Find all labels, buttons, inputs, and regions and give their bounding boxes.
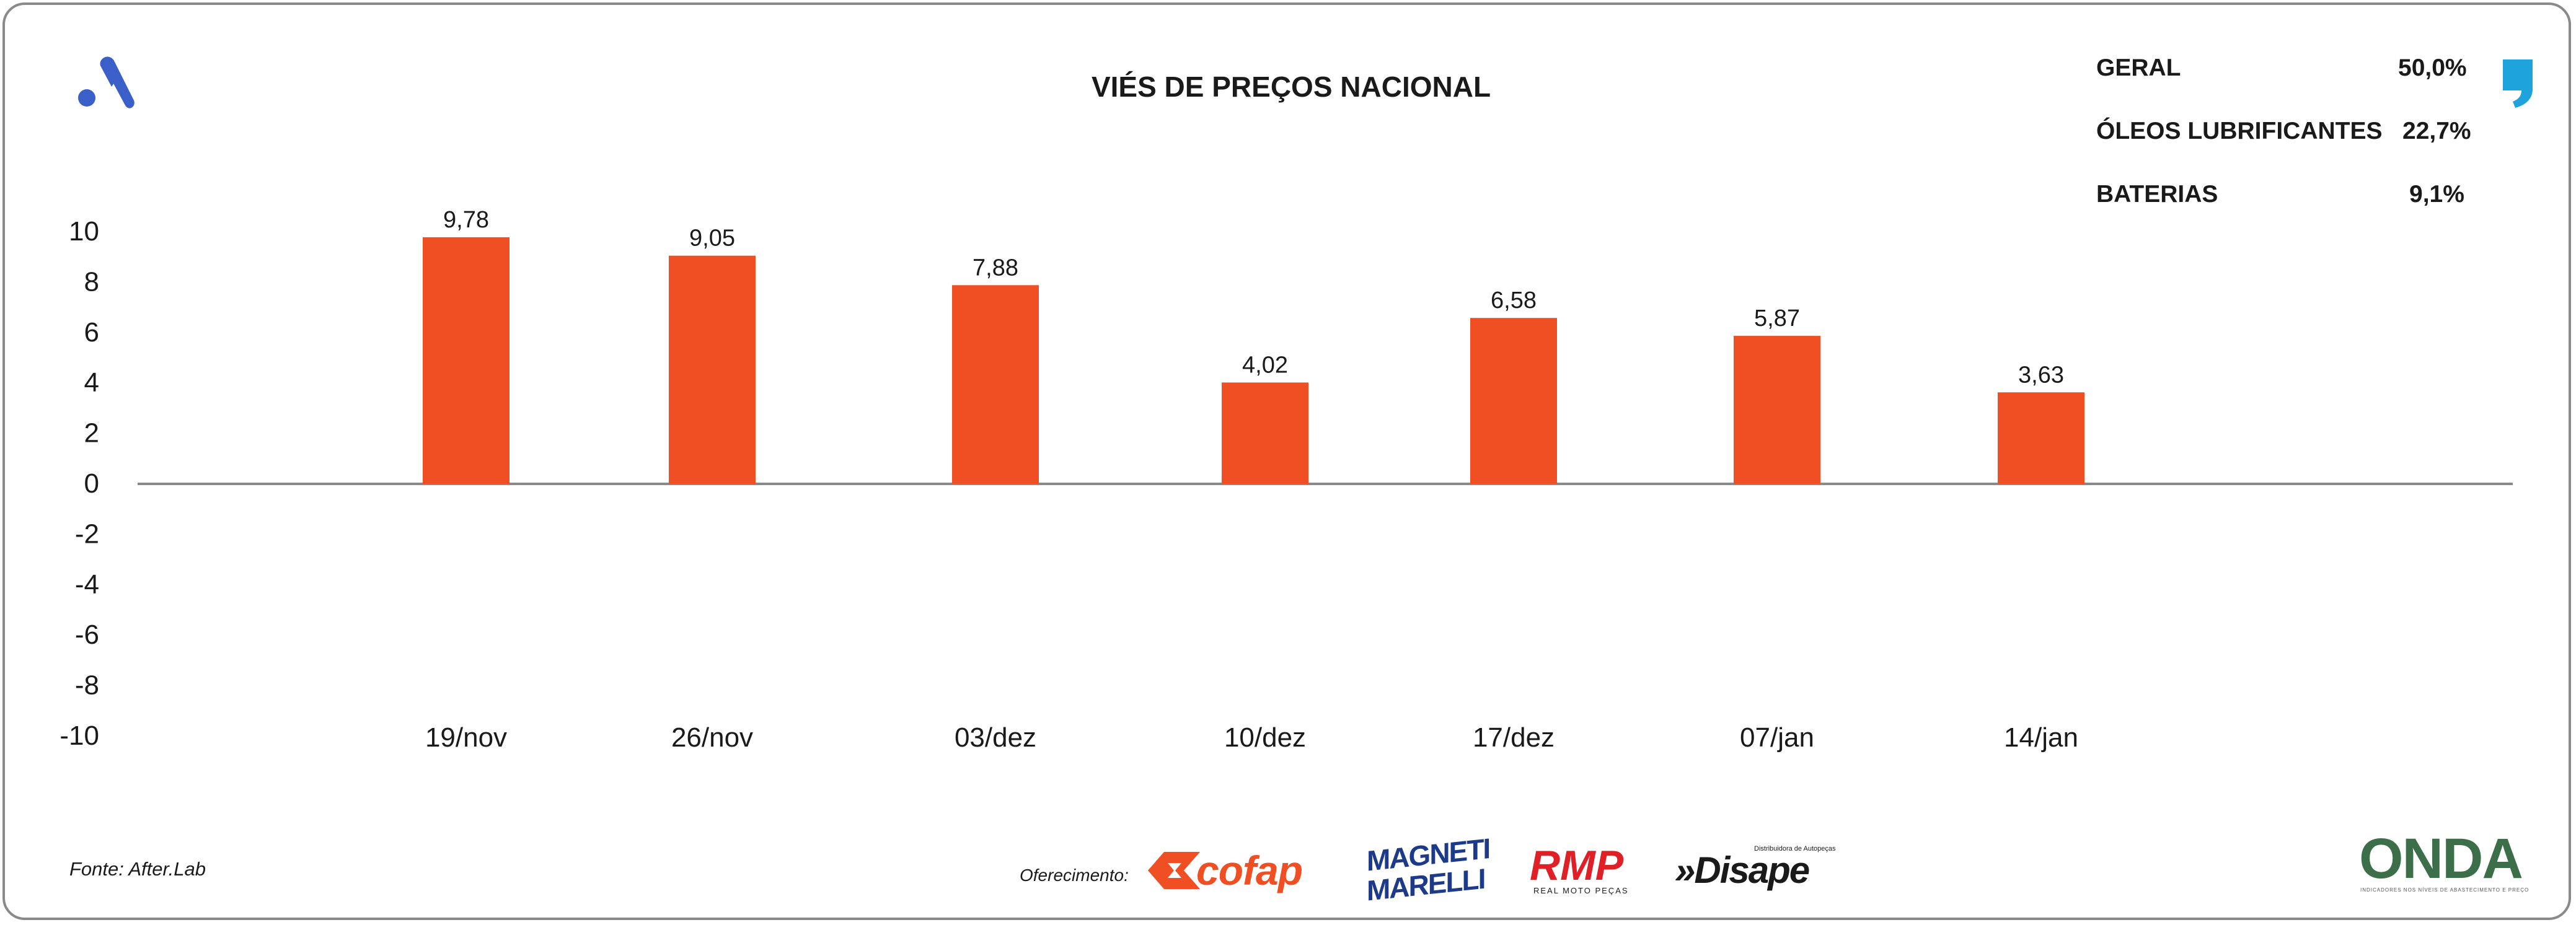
data-label: 9,78 [443,207,489,233]
quote-icon [2503,59,2533,108]
x-tick-label: 07/jan [1740,722,1814,753]
x-tick-label: 26/nov [671,722,753,753]
y-tick-label: 4 [84,367,99,398]
rmp-subtitle: REAL MOTO PEÇAS [1533,886,1629,895]
brand-logo-icon [78,56,135,108]
data-label: 4,02 [1242,352,1288,378]
bar-17/dez [1470,318,1557,484]
y-tick-label: 6 [84,317,99,348]
data-label: 6,58 [1491,287,1537,313]
data-label: 3,63 [2018,362,2064,388]
stat-value-baterias: 9,1% [2409,181,2464,208]
y-tick-label: -6 [75,620,99,650]
x-tick-label: 19/nov [425,722,507,753]
onda-subtitle: INDICADORES NOS NÍVEIS DE ABASTECIMENTO … [2360,887,2530,893]
y-tick-label: 2 [84,418,99,449]
disape-logo-text: »Disape [1675,849,1810,891]
y-tick-label: 10 [69,216,99,247]
bar-03/dez [952,285,1039,484]
stat-label-baterias: BATERIAS [2096,181,2218,208]
y-tick-label: 0 [84,468,99,499]
bar-14/jan [1998,392,2084,484]
disape-logo: Distribuidora de Autopeças »Disape [1675,841,1848,897]
stat-label-geral: GERAL [2096,55,2181,81]
data-label: 7,88 [973,255,1018,281]
rmp-logo: RMP REAL MOTO PEÇAS [1530,842,1654,900]
y-tick-label: -2 [75,519,99,549]
disape-subtitle: Distribuidora de Autopeças [1754,845,1836,853]
stat-label-oleos: ÓLEOS LUBRIFICANTES [2096,118,2383,144]
chart-title: VIÉS DE PREÇOS NACIONAL [1091,71,1491,103]
cofap-mark-icon [1148,852,1200,889]
x-tick-label: 10/dez [1224,722,1306,753]
bar-10/dez [1222,382,1308,484]
y-tick-label: 8 [84,266,99,297]
bar-chart: 10 8 6 4 2 0 -2 -4 -6 -8 -10 9,78 19/nov 9,05 26/nov 7,… [60,207,2513,753]
stat-value-geral: 50,0% [2398,55,2467,81]
y-tick-label: -4 [75,569,99,600]
stat-value-oleos: 22,7% [2402,118,2471,144]
data-label: 5,87 [1754,305,1800,331]
onda-logo-text: ONDA [2359,827,2523,890]
x-tick-label: 03/dez [955,722,1036,753]
source-note: Fonte: After.Lab [69,858,206,880]
x-tick-label: 17/dez [1473,722,1555,753]
data-label: 9,05 [689,226,735,252]
bar-19/nov [423,237,509,484]
sponsor-label: Oferecimento: [1020,866,1129,885]
cofap-logo-text: cofap [1196,848,1303,893]
rmp-logo-text: RMP [1530,842,1624,889]
onda-logo: ONDA INDICADORES NOS NÍVEIS DE ABASTECIM… [2355,827,2535,898]
bar-26/nov [669,255,756,484]
cofap-logo: cofap [1145,846,1344,895]
bar-07/jan [1734,336,1820,484]
y-tick-label: -8 [75,670,99,701]
y-tick-label: -10 [60,721,99,751]
x-tick-label: 14/jan [2004,722,2078,753]
